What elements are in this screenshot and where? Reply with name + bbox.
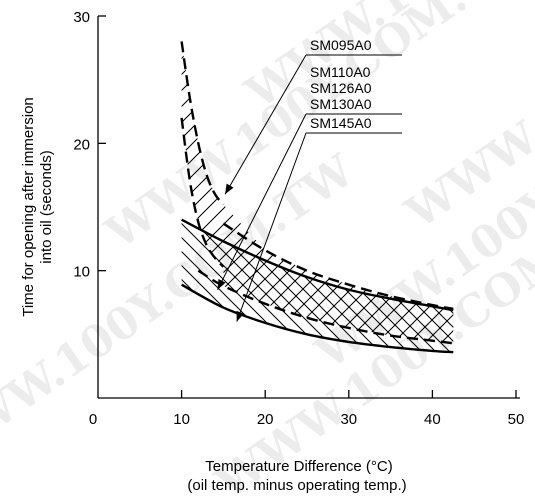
callout-leader xyxy=(236,132,307,322)
series-line-1 xyxy=(180,117,225,268)
y-axis-label-line1: Time for opening after immersion xyxy=(20,97,37,317)
callout-arrowhead xyxy=(217,279,226,290)
callout-label-sm145a0: SM145A0 xyxy=(310,115,372,131)
band-solid-hatch xyxy=(181,219,454,353)
callout-arrowhead xyxy=(236,310,244,322)
callout-arrowhead xyxy=(225,183,234,195)
callout-label-sm130a0: SM130A0 xyxy=(310,96,372,112)
callout-leader xyxy=(217,113,307,290)
series-line-4 xyxy=(181,218,454,312)
x-tick-label: 50 xyxy=(508,411,525,428)
callout-label-sm110a0: SM110A0 xyxy=(310,64,371,80)
y-tick-label: 10 xyxy=(73,264,90,281)
series-line-3 xyxy=(197,269,454,345)
x-tick-label: 30 xyxy=(340,411,357,428)
y-tick-label: 20 xyxy=(73,136,90,153)
series-line-2 xyxy=(222,222,454,311)
y-axis-label-line2: into oil (seconds) xyxy=(38,150,55,263)
series-line-0 xyxy=(180,41,225,206)
x-tick-label: 10 xyxy=(173,411,190,428)
callout-label-sm095a0: SM095A0 xyxy=(310,37,372,53)
x-tick-label: 0 xyxy=(89,411,97,428)
x-tick-label: 20 xyxy=(257,411,274,428)
series-line-5 xyxy=(181,283,454,354)
x-axis-label-line1: Temperature Difference (°C) xyxy=(205,458,392,475)
callout-label-sm126a0: SM126A0 xyxy=(310,80,372,96)
y-tick-label: 30 xyxy=(73,9,90,26)
x-tick-label: 40 xyxy=(424,411,441,428)
x-axis-label-line2: (oil temp. minus operating temp.) xyxy=(187,477,406,494)
callout-leader xyxy=(224,54,307,195)
